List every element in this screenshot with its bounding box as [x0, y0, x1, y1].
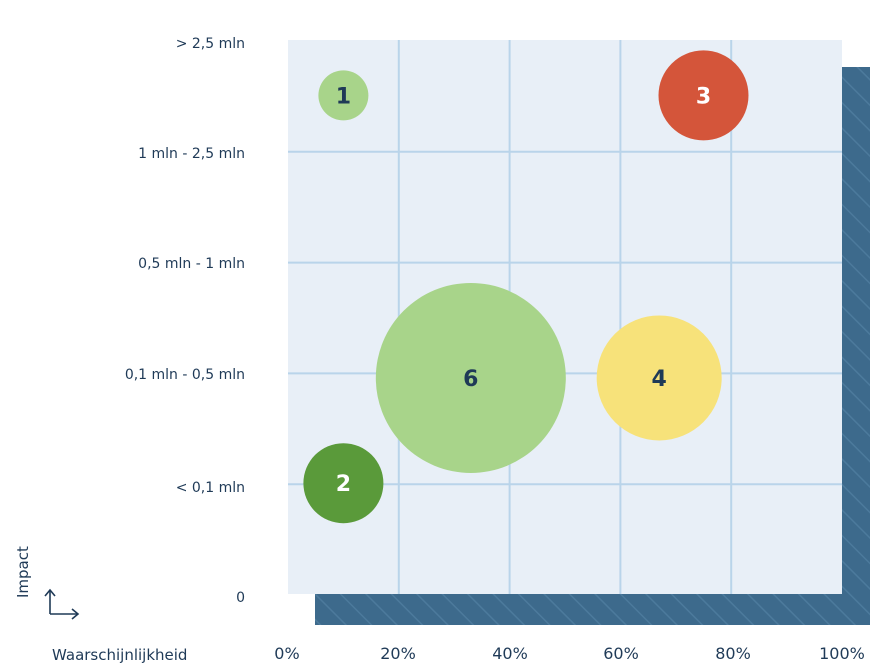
- shadow-right: [842, 67, 870, 625]
- x-tick-label: 40%: [492, 644, 528, 663]
- x-tick-label: 80%: [715, 644, 751, 663]
- bubble-label-2: 2: [336, 472, 351, 497]
- y-tick-label: 0,5 mln - 1 mln: [138, 256, 245, 272]
- y-axis-title: Impact: [14, 546, 32, 598]
- axis-arrow-icon: [44, 588, 80, 620]
- y-tick-label: 1 mln - 2,5 mln: [138, 146, 245, 162]
- bubble-4: [596, 315, 722, 441]
- x-tick-label: 20%: [380, 644, 416, 663]
- x-axis-title: Waarschijnlijkheid: [52, 646, 187, 664]
- x-tick-label: 100%: [819, 644, 865, 663]
- bubble-label-1: 1: [336, 84, 351, 109]
- y-tick-labels: 0 < 0,1 mln 0,1 mln - 0,5 mln 0,5 mln - 1 m…: [125, 36, 245, 606]
- y-tick-label: < 0,1 mln: [176, 480, 245, 496]
- x-tick-label: 0%: [274, 644, 299, 663]
- bubble-6: [375, 282, 566, 473]
- bubble-3: [658, 50, 749, 141]
- bubbles: 6 4 3 2 1: [303, 50, 749, 524]
- bubble-label-4: 4: [652, 367, 667, 392]
- bubble-label-6: 6: [463, 367, 478, 392]
- x-tick-labels: 0% 20% 40% 60% 80% 100%: [274, 644, 865, 663]
- y-tick-label: > 2,5 mln: [176, 36, 245, 52]
- bubble-1: [318, 70, 369, 121]
- y-tick-label: 0: [236, 590, 245, 606]
- bubble-label-3: 3: [696, 84, 711, 109]
- bubble-2: [303, 443, 384, 524]
- plot-area: [288, 40, 842, 594]
- y-tick-label: 0,1 mln - 0,5 mln: [125, 367, 245, 383]
- x-tick-label: 60%: [603, 644, 639, 663]
- shadow-bottom: [315, 594, 870, 625]
